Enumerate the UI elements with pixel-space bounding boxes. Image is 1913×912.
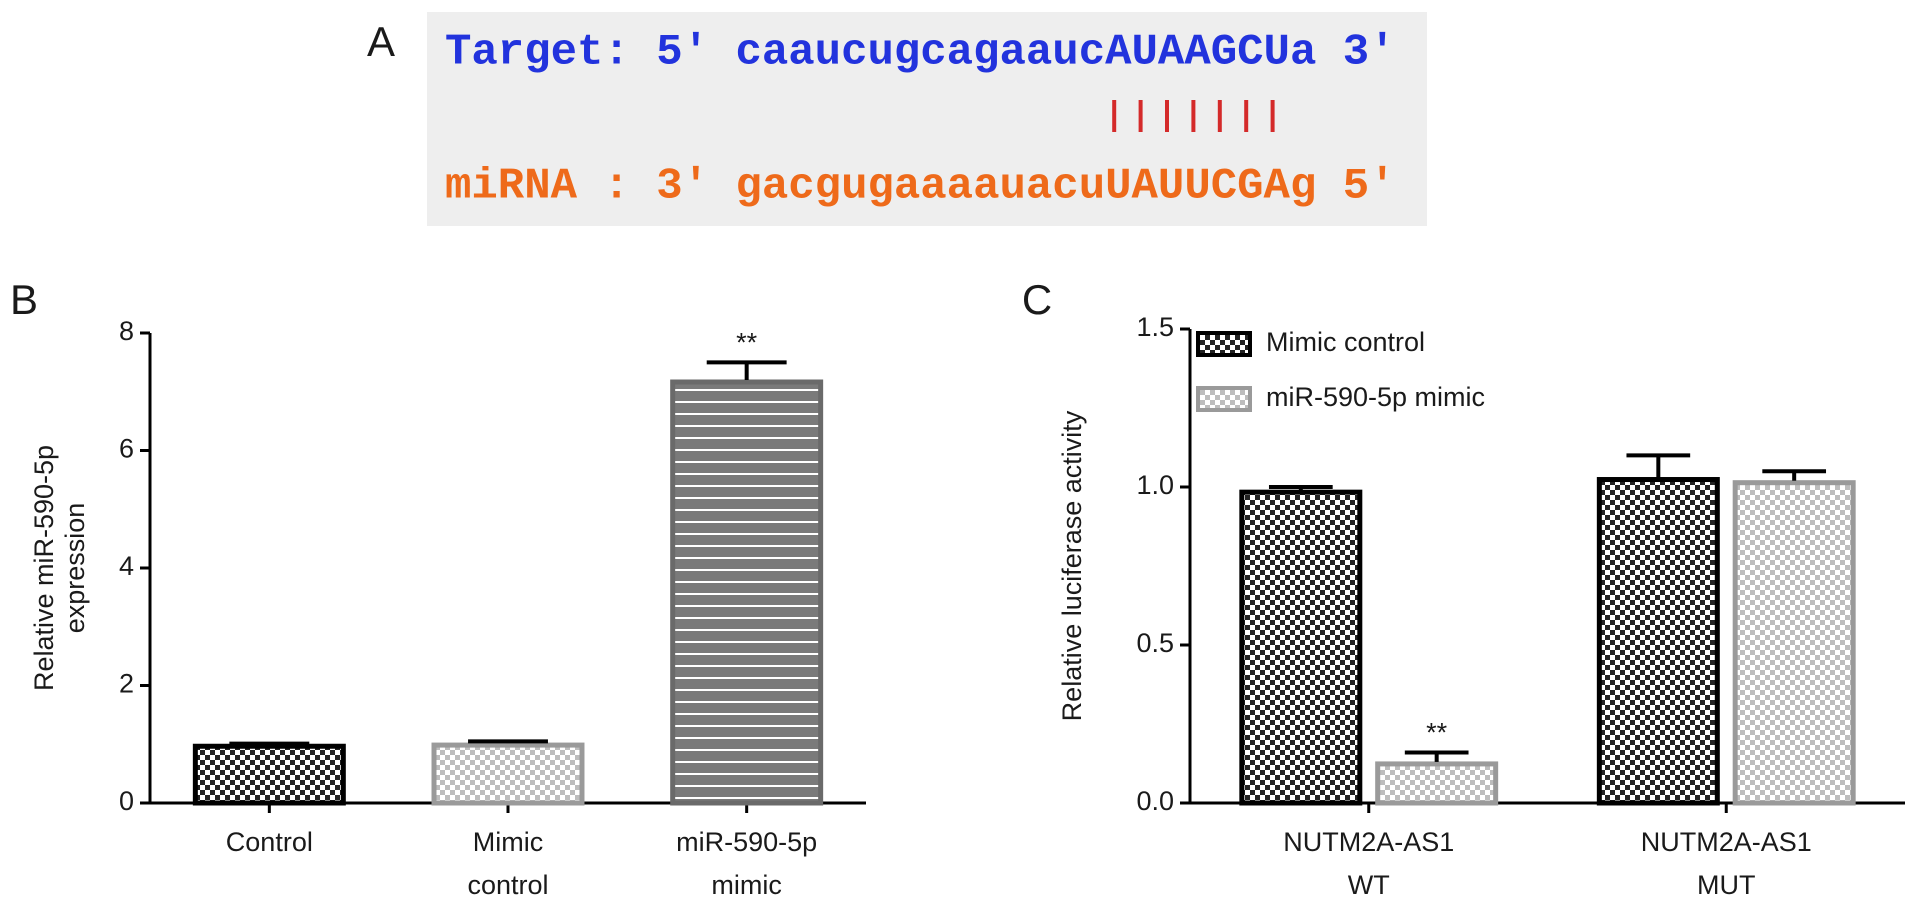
panel-label: C [1022, 276, 1052, 323]
legend-swatch [1196, 331, 1252, 357]
y-tick-label: 6 [119, 434, 134, 464]
bar [1375, 761, 1499, 806]
alignment-box [427, 12, 1427, 226]
mirna-sequence: miRNA : 3' gacgugaaaauacuUAUUCGAg 5' [445, 162, 1396, 212]
annotation: ** [1426, 718, 1448, 748]
base-pairs [1112, 100, 1275, 132]
panel-label: A [367, 18, 395, 65]
panel-label: B [10, 276, 38, 323]
y-tick-label: 8 [119, 316, 134, 346]
bar [431, 742, 585, 806]
y-tick-label: 2 [119, 669, 134, 699]
y-tick-label: 0 [119, 786, 134, 816]
y-axis-title: Relative miR-590-5pexpression [29, 445, 90, 691]
x-tick-label: Control [226, 827, 313, 857]
x-tick-label: NUTM2A-AS1 MUT [1641, 827, 1812, 900]
bar [1732, 480, 1856, 806]
bar [670, 379, 824, 806]
y-tick-label: 1.0 [1136, 470, 1174, 500]
y-axis-title: Relative luciferase activity [1057, 410, 1087, 721]
legend-swatch [1196, 386, 1252, 412]
legend-label: Mimic control [1266, 327, 1425, 357]
bar [1239, 489, 1363, 806]
y-tick-label: 1.5 [1136, 312, 1174, 342]
annotation: ** [736, 328, 758, 358]
bar [1596, 477, 1720, 806]
y-tick-label: 4 [119, 551, 134, 581]
x-tick-label: Mimic control [467, 827, 548, 900]
legend-label: miR-590-5p mimic [1266, 382, 1485, 412]
x-tick-label: NUTM2A-AS1 WT [1283, 827, 1454, 900]
y-tick-label: 0.0 [1136, 786, 1174, 816]
bar [192, 743, 346, 806]
y-tick-label: 0.5 [1136, 628, 1174, 658]
x-tick-label: miR-590-5p mimic [676, 827, 817, 900]
target-sequence: Target: 5' caaucugcagaaucAUAAGCUa 3' [445, 28, 1396, 78]
